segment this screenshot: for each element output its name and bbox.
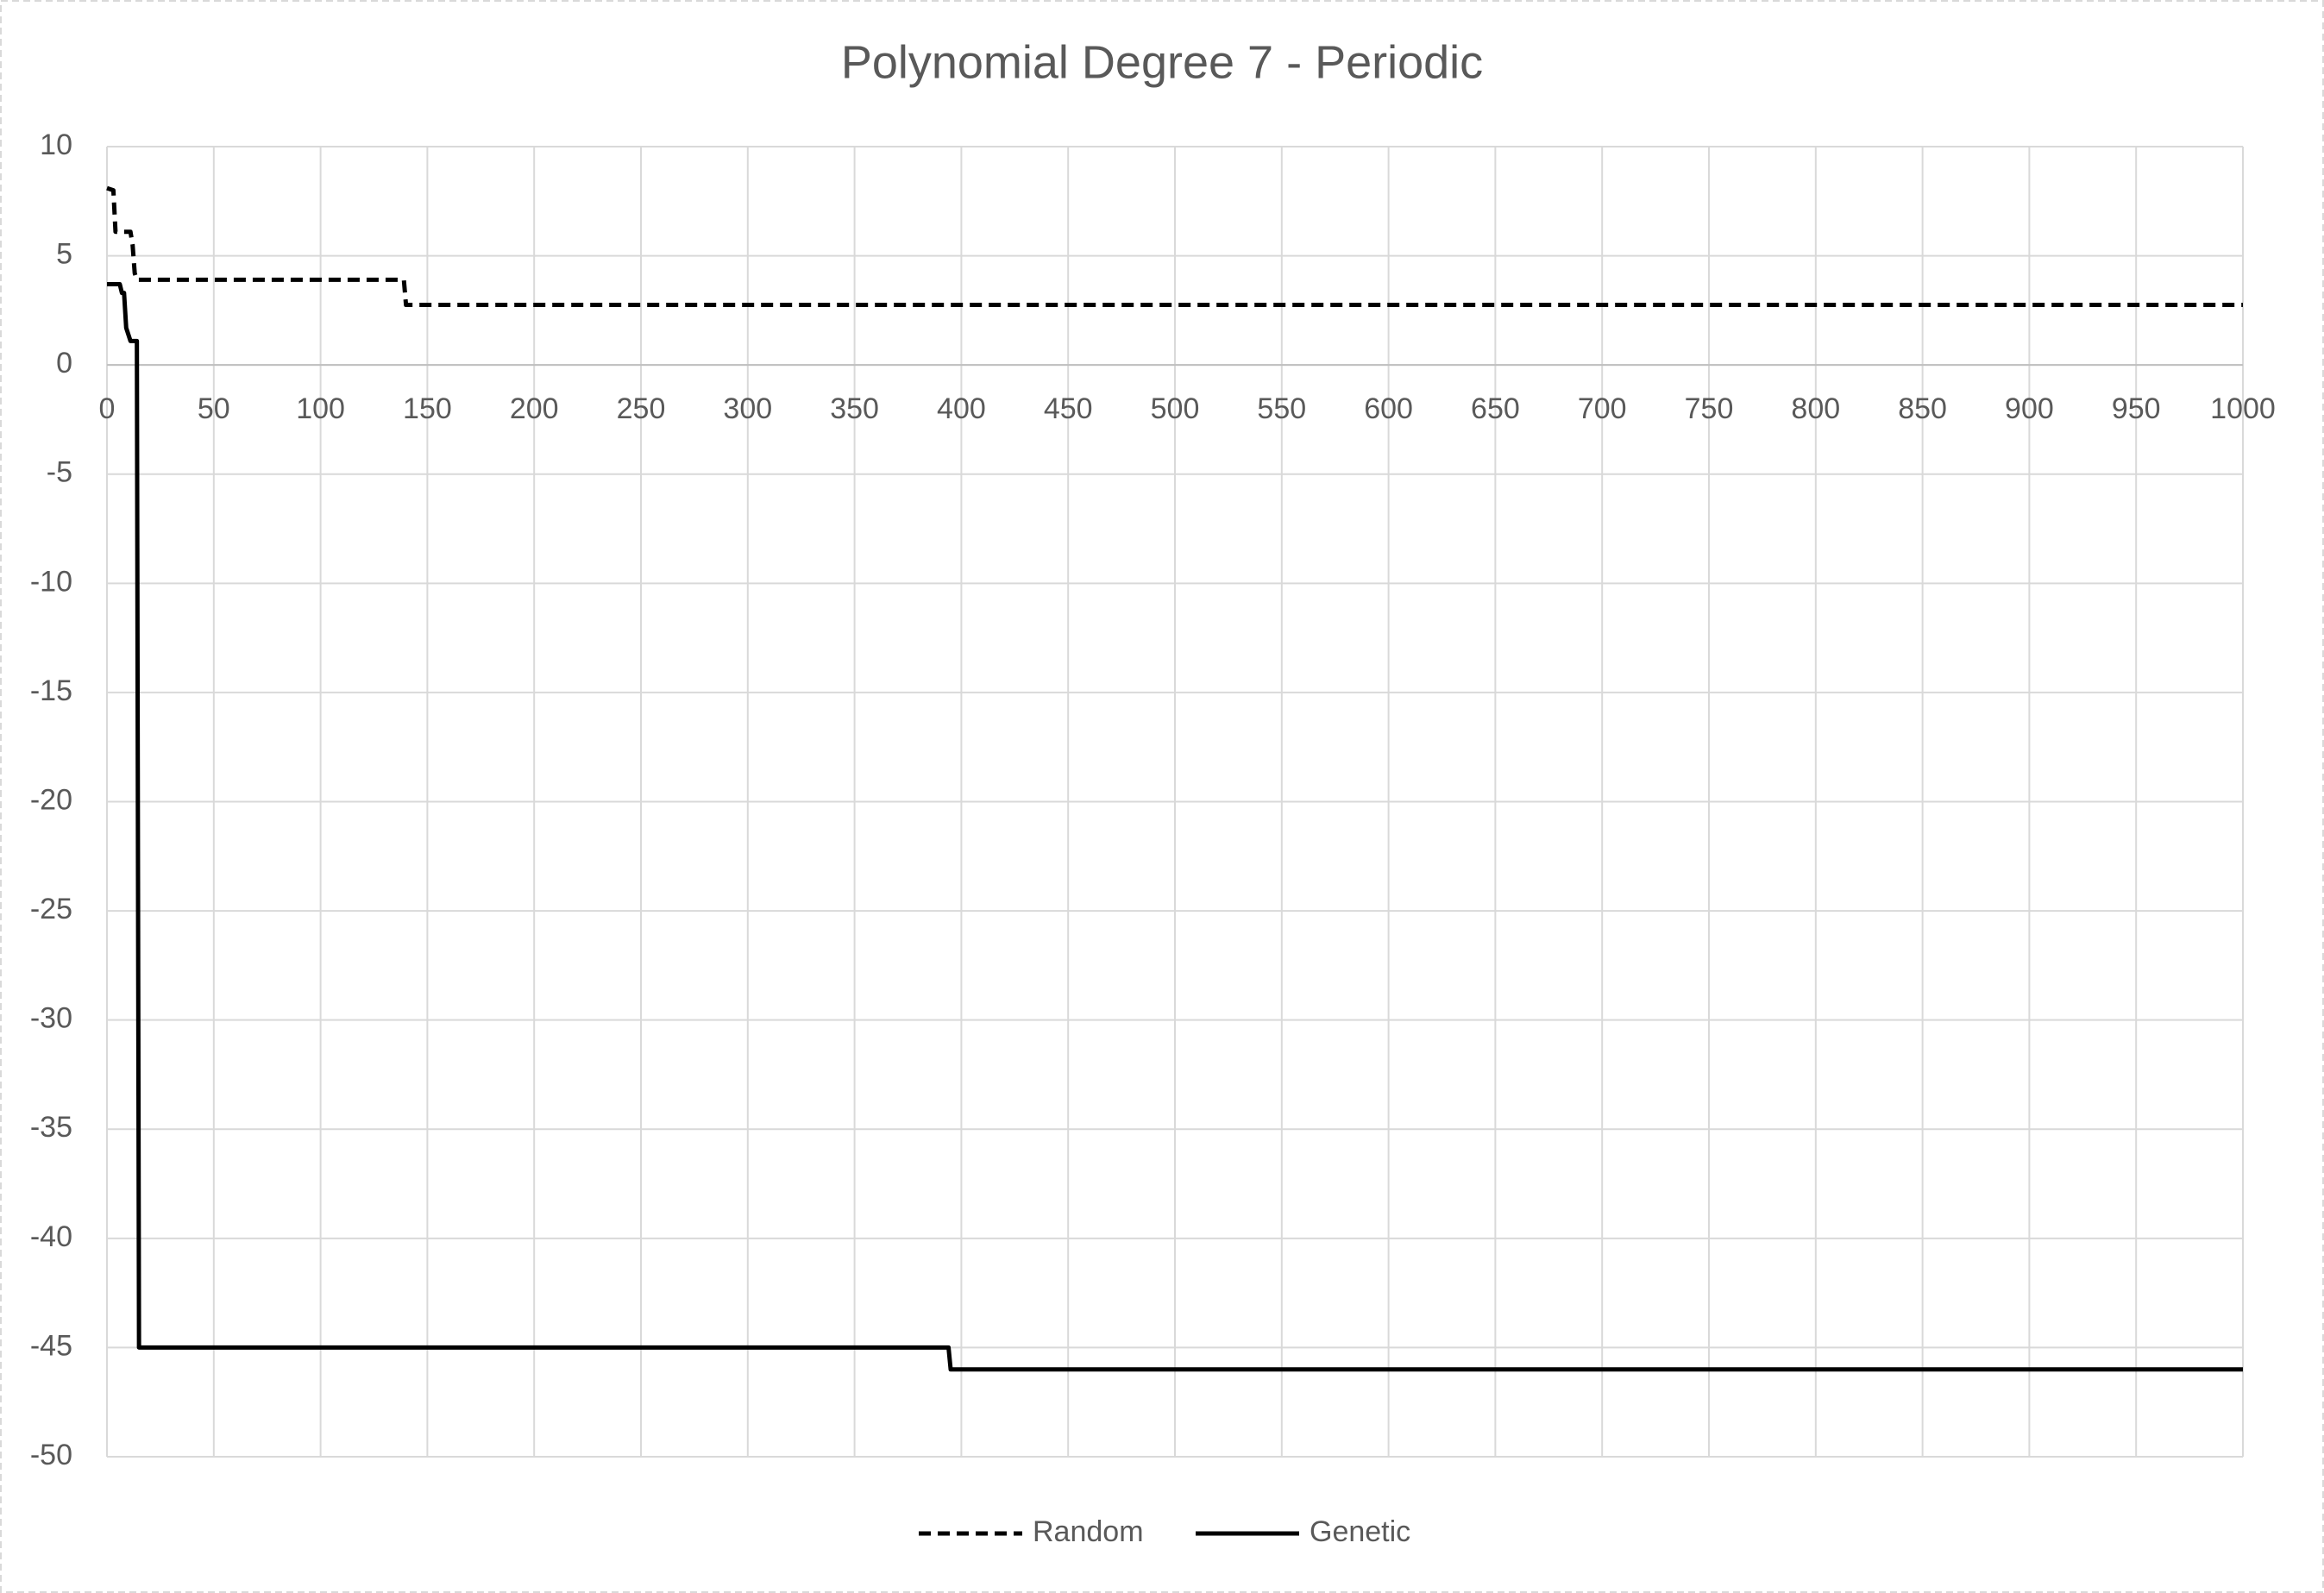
x-tick-label: 950 bbox=[2112, 392, 2161, 425]
y-tick-label: 10 bbox=[40, 129, 72, 161]
x-tick-label: 400 bbox=[937, 392, 986, 425]
y-tick-label: -10 bbox=[30, 565, 72, 598]
x-tick-label: 850 bbox=[1898, 392, 1947, 425]
x-tick-label: 800 bbox=[1791, 392, 1840, 425]
x-tick-label: 450 bbox=[1044, 392, 1093, 425]
x-tick-label: 750 bbox=[1685, 392, 1734, 425]
y-tick-label: -25 bbox=[30, 893, 72, 925]
x-tick-label: 0 bbox=[99, 392, 116, 425]
x-tick-label: 700 bbox=[1578, 392, 1627, 425]
y-tick-label: -20 bbox=[30, 783, 72, 816]
series-line bbox=[106, 185, 2243, 308]
y-tick-label: -30 bbox=[30, 1002, 72, 1035]
y-tick-label: -50 bbox=[30, 1439, 72, 1471]
y-tick-label: -40 bbox=[30, 1220, 72, 1253]
x-tick-label: 1000 bbox=[2210, 392, 2276, 425]
x-tick-label: 900 bbox=[2005, 392, 2054, 425]
legend-label: Genetic bbox=[1310, 1515, 1410, 1548]
x-tick-label: 250 bbox=[617, 392, 666, 425]
y-tick-label: -45 bbox=[30, 1329, 72, 1362]
x-tick-label: 300 bbox=[723, 392, 772, 425]
x-tick-label: 650 bbox=[1471, 392, 1520, 425]
x-tick-label: 350 bbox=[830, 392, 879, 425]
y-tick-label: -35 bbox=[30, 1111, 72, 1144]
x-tick-label: 150 bbox=[403, 392, 452, 425]
x-tick-label: 50 bbox=[198, 392, 230, 425]
legend-label: Random bbox=[1033, 1515, 1144, 1548]
y-tick-label: -15 bbox=[30, 674, 72, 707]
x-tick-label: 550 bbox=[1257, 392, 1306, 425]
series-line bbox=[107, 281, 2243, 1372]
y-tick-label: -5 bbox=[47, 456, 72, 489]
chart-title: Polynomial Degree 7 - Periodic bbox=[841, 36, 1483, 88]
x-tick-label: 500 bbox=[1151, 392, 1200, 425]
x-tick-label: 200 bbox=[510, 392, 559, 425]
y-tick-label: 0 bbox=[56, 347, 72, 379]
x-tick-label: 600 bbox=[1364, 392, 1413, 425]
x-tick-label: 100 bbox=[296, 392, 345, 425]
y-tick-label: 5 bbox=[56, 238, 72, 271]
